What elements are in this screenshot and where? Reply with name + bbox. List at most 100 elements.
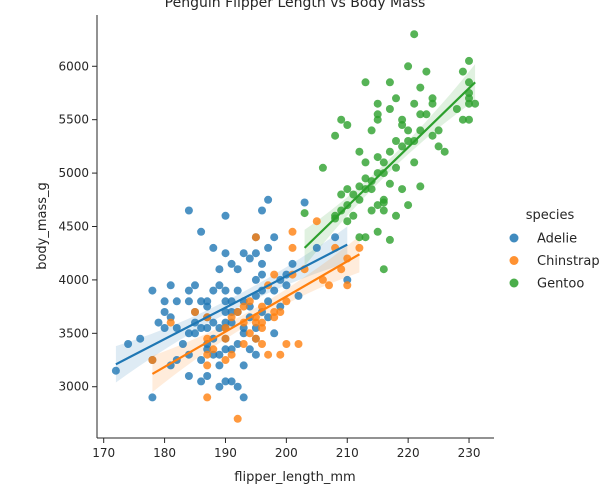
chinstrap-point	[258, 318, 266, 327]
chinstrap-point	[258, 340, 266, 348]
adelie-point	[239, 329, 248, 338]
chinstrap-point	[233, 414, 242, 423]
adelie-regression-line	[115, 243, 348, 366]
chinstrap-point	[251, 334, 260, 343]
gentoo-point	[367, 185, 376, 194]
gentoo-point	[410, 99, 419, 108]
adelie-point	[215, 281, 224, 290]
adelie-point	[215, 324, 224, 332]
chinstrap-point	[233, 308, 242, 316]
gentoo-point	[337, 206, 346, 215]
gentoo-point	[373, 99, 382, 108]
adelie-point	[124, 340, 133, 348]
gentoo-regression-line	[303, 81, 476, 249]
chinstrap-point	[325, 281, 333, 290]
adelie-point	[270, 329, 279, 338]
gentoo-point	[373, 201, 382, 210]
adelie-point	[331, 233, 340, 242]
adelie-point	[251, 249, 260, 258]
chinstrap-point	[203, 393, 212, 402]
x-axis-label: flipper_length_mm	[234, 470, 355, 485]
adelie-point	[191, 281, 199, 290]
chinstrap-point	[270, 270, 279, 279]
y-tick-label: 3000	[58, 380, 89, 394]
y-tick-label: 4000	[58, 273, 89, 287]
adelie-point	[312, 243, 321, 252]
gentoo-point	[410, 158, 419, 167]
adelie-point	[251, 350, 260, 359]
chinstrap-point	[203, 361, 212, 370]
legend-marker-adelie	[509, 233, 519, 243]
gentoo-point	[410, 30, 419, 39]
gentoo-point	[434, 126, 443, 135]
adelie-point	[111, 366, 120, 375]
legend-label-adelie: Adelie	[537, 232, 577, 247]
y-tick-label: 4500	[58, 220, 89, 234]
chart-title: Penguin Flipper Length vs Body Mass	[165, 0, 426, 11]
adelie-point	[184, 297, 193, 306]
adelie-point	[184, 206, 193, 215]
gentoo-point	[392, 163, 400, 172]
gentoo-point	[428, 131, 437, 140]
adelie-point	[203, 297, 212, 306]
gentoo-point	[458, 115, 467, 124]
adelie-point	[203, 324, 212, 332]
chinstrap-point	[227, 313, 236, 322]
chinstrap-point	[355, 243, 364, 252]
gentoo-point	[404, 137, 413, 145]
adelie-point	[233, 382, 242, 391]
adelie-point	[178, 340, 187, 348]
x-tick-label: 230	[458, 446, 481, 460]
adelie-point	[221, 377, 230, 386]
adelie-point	[264, 195, 273, 204]
gentoo-point	[373, 227, 382, 236]
adelie-point	[227, 377, 236, 386]
adelie-point	[215, 265, 224, 274]
legend-label-gentoo: Gentoo	[537, 277, 584, 292]
adelie-point	[197, 227, 206, 236]
adelie-point	[166, 281, 175, 290]
adelie-point	[221, 286, 230, 295]
chinstrap-point	[203, 350, 212, 359]
x-ticks: 170 180 190 200 210 220 230	[92, 438, 480, 460]
gentoo-point	[343, 185, 352, 194]
adelie-point	[209, 243, 218, 252]
adelie-point	[270, 233, 279, 242]
chinstrap-point	[191, 308, 199, 316]
adelie-point	[215, 382, 224, 391]
chinstrap-point	[239, 302, 248, 311]
adelie-point	[239, 249, 248, 258]
adelie-point	[197, 297, 206, 306]
gentoo-point	[452, 105, 461, 113]
gentoo-point	[422, 67, 431, 76]
adelie-point	[227, 259, 236, 268]
adelie-point	[221, 308, 230, 316]
y-axis-label: body_mass_g	[35, 182, 50, 270]
chinstrap-point	[251, 233, 260, 242]
gentoo-point	[343, 217, 352, 226]
chinstrap-point	[282, 340, 291, 348]
adelie-point	[288, 259, 297, 268]
adelie-point	[221, 297, 230, 306]
adelie-point	[148, 286, 157, 295]
gentoo-point	[379, 206, 388, 215]
y-tick-label: 5000	[58, 166, 89, 180]
adelie-point	[221, 211, 230, 220]
gentoo-point	[355, 182, 364, 191]
adelie-point	[258, 270, 266, 279]
scatter-points	[111, 30, 480, 423]
chinstrap-point	[239, 340, 248, 348]
adelie-point	[172, 324, 181, 332]
y-tick-label: 3500	[58, 326, 89, 340]
chinstrap-point	[288, 243, 297, 252]
chinstrap-point	[270, 313, 279, 322]
gentoo-point	[373, 153, 382, 162]
adelie-point	[264, 313, 273, 322]
adelie-point	[215, 350, 224, 359]
gentoo-point	[355, 147, 364, 156]
adelie-point	[264, 297, 273, 306]
adelie-point	[197, 324, 206, 332]
adelie-point	[233, 265, 242, 274]
chinstrap-point	[282, 297, 291, 306]
gentoo-point	[385, 235, 394, 244]
